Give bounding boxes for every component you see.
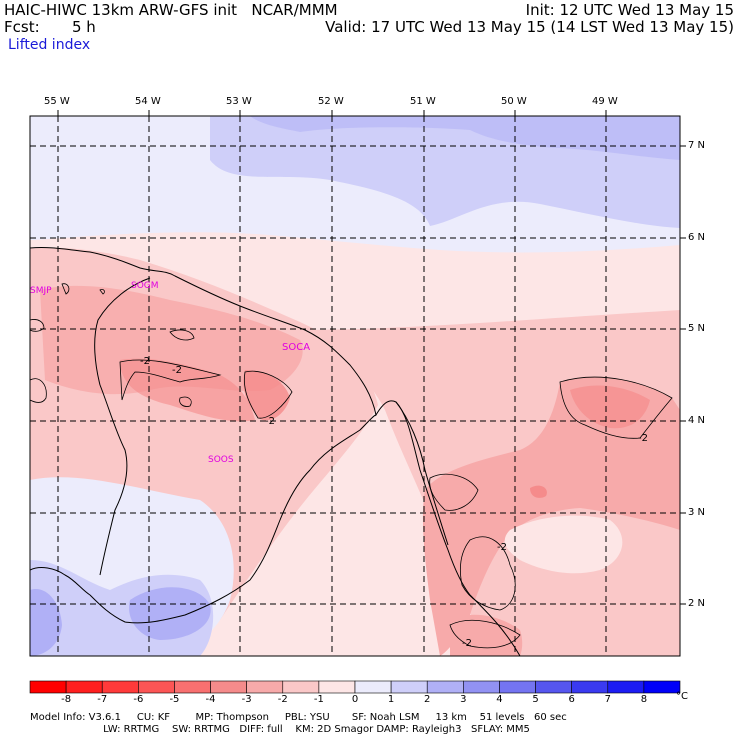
valid-time: Valid: 17 UTC Wed 13 May 15 (14 LST Wed … xyxy=(325,18,734,36)
lon-label: 52 W xyxy=(318,96,344,107)
forecast-hour: 5 h xyxy=(72,18,96,36)
contour-label: -2 xyxy=(462,638,472,649)
colorbar-tick-label: -3 xyxy=(241,694,252,705)
colorbar-swatch xyxy=(138,680,175,694)
colorbar-swatch xyxy=(210,680,247,694)
colorbar-tick-label: -5 xyxy=(169,694,180,705)
contour-label: -2 xyxy=(497,542,507,553)
lon-label: 50 W xyxy=(501,96,527,107)
colorbar-swatch xyxy=(643,680,681,694)
colorbar-tick-label: 0 xyxy=(351,694,359,705)
contour-label: -2 xyxy=(638,433,648,444)
colorbar-swatch xyxy=(571,680,609,694)
colorbar-swatch xyxy=(101,680,139,694)
colorbar-swatch xyxy=(246,680,284,694)
lat-label: 4 N xyxy=(688,415,706,426)
colorbar-tick-label: 4 xyxy=(496,694,503,705)
lon-label: 54 W xyxy=(135,96,161,107)
model-title: HAIC-HIWC 13km ARW-GFS init NCAR/MMM xyxy=(4,1,338,19)
coastline xyxy=(30,247,521,656)
colorbar-tick-label: 1 xyxy=(387,694,395,705)
colorbar-tick-label: -2 xyxy=(277,694,288,705)
colorbar-tick-label: 3 xyxy=(460,694,467,705)
colorbar-swatch xyxy=(29,680,67,694)
colorbar-unit: °C xyxy=(676,691,688,702)
lat-label: 5 N xyxy=(688,323,706,334)
colorbar-swatch xyxy=(607,680,645,694)
lat-label: 2 N xyxy=(688,598,706,609)
init-time: Init: 12 UTC Wed 13 May 15 xyxy=(525,1,734,19)
colorbar-tick-label: 6 xyxy=(568,694,575,705)
colorbar-swatch xyxy=(282,680,320,694)
lon-label: 49 W xyxy=(592,96,618,107)
station-label: SOCA xyxy=(282,342,310,353)
contour-label: -2 xyxy=(140,356,150,367)
contour-label: -2 xyxy=(265,416,275,427)
station-label: SOOS xyxy=(208,455,234,465)
contour-label: -2 xyxy=(172,365,182,376)
lat-label: 7 N xyxy=(688,140,706,151)
field-name: Lifted index xyxy=(8,37,91,53)
model-info-line2: LW: RRTMG SW: RRTMG DIFF: full KM: 2D Sm… xyxy=(30,724,530,735)
colorbar-swatch xyxy=(390,680,428,694)
border-west xyxy=(94,277,151,576)
colorbar-swatch xyxy=(65,680,103,694)
map-frame xyxy=(29,115,681,657)
lat-label: 6 N xyxy=(688,232,706,243)
colorbar-swatch xyxy=(318,680,356,694)
colorbar-swatch xyxy=(499,680,536,694)
colorbar-swatch xyxy=(535,680,572,694)
colorbar-tick-label: -1 xyxy=(313,694,324,705)
border-guyana-suriname xyxy=(30,414,377,624)
colorbar-tick-label: -6 xyxy=(133,694,144,705)
colorbar-tick-label: 5 xyxy=(532,694,539,705)
lon-label: 53 W xyxy=(226,96,252,107)
colorbar-swatch xyxy=(463,680,500,694)
lon-label: 55 W xyxy=(44,96,70,107)
colorbar-tick-label: -8 xyxy=(61,694,72,705)
colorbar-swatch xyxy=(426,680,464,694)
colorbar-swatch xyxy=(174,680,211,694)
model-info-line1: Model Info: V3.6.1 CU: KF MP: Thompson P… xyxy=(30,712,567,723)
lon-label: 51 W xyxy=(410,96,436,107)
station-label: SOGM xyxy=(131,281,159,291)
colorbar-tick-label: 2 xyxy=(424,694,431,705)
colorbar-tick-label: -7 xyxy=(97,694,108,705)
colorbar-swatch xyxy=(354,680,392,694)
border-east xyxy=(395,401,449,546)
colorbar-tick-label: -4 xyxy=(205,694,216,705)
lat-label: 3 N xyxy=(688,507,706,518)
colorbar-tick-label: 7 xyxy=(604,694,611,705)
colorbar-tick-label: 8 xyxy=(640,694,648,705)
forecast-label: Fcst: xyxy=(4,18,40,36)
colorbar xyxy=(29,680,681,694)
station-label: SMJP xyxy=(30,286,52,296)
